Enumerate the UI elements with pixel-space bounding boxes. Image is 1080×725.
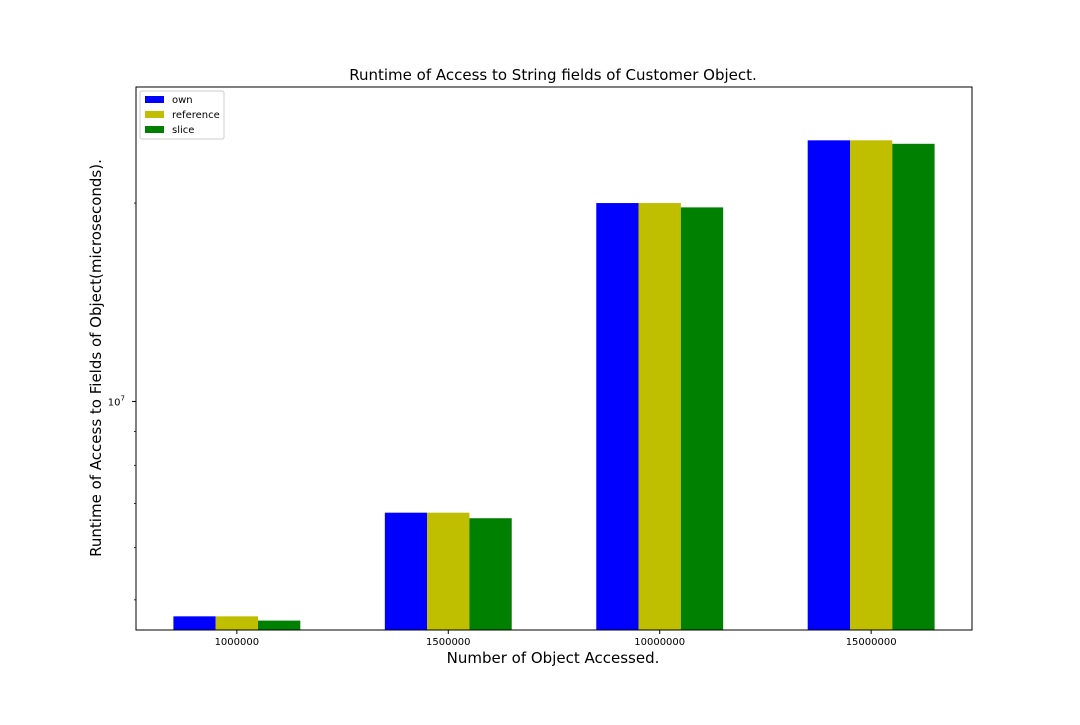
bar-reference-15000000 [850, 140, 893, 630]
legend-label-own: own [172, 95, 193, 106]
bar-slice-1000000 [258, 620, 301, 630]
bar-own-15000000 [807, 140, 850, 630]
bars-layer [173, 140, 935, 631]
bar-reference-1000000 [215, 616, 258, 630]
bar-reference-10000000 [638, 203, 681, 631]
bar-own-1500000 [384, 512, 428, 630]
legend-label-reference: reference [172, 110, 220, 121]
x-axis-label: Number of Object Accessed. [447, 649, 660, 667]
bar-slice-1500000 [469, 518, 512, 630]
legend-swatch-reference [145, 111, 164, 118]
legend-label-slice: slice [172, 125, 194, 136]
bar-slice-10000000 [680, 207, 724, 630]
legend-swatch-own [145, 96, 164, 103]
x-tick-label: 15000000 [846, 637, 897, 648]
y-tick-label: 107 [108, 394, 125, 408]
chart-title: Runtime of Access to String fields of Cu… [349, 66, 757, 84]
x-ticks: 1000000 1500000 10000000 15000000 [215, 630, 897, 648]
legend: own reference slice [139, 90, 225, 140]
bar-own-1000000 [173, 616, 216, 630]
bar-slice-15000000 [892, 143, 935, 631]
plot-frame [135, 86, 973, 631]
y-ticks: 107 [108, 202, 136, 601]
x-tick-label: 1000000 [215, 637, 260, 648]
y-axis-label: Runtime of Access to Fields of Object(mi… [87, 159, 105, 557]
bar-reference-1500000 [427, 512, 470, 630]
x-tick-label: 10000000 [634, 637, 685, 648]
bar-own-10000000 [596, 203, 639, 631]
x-tick-label: 1500000 [426, 637, 471, 648]
legend-swatch-slice [145, 126, 164, 133]
